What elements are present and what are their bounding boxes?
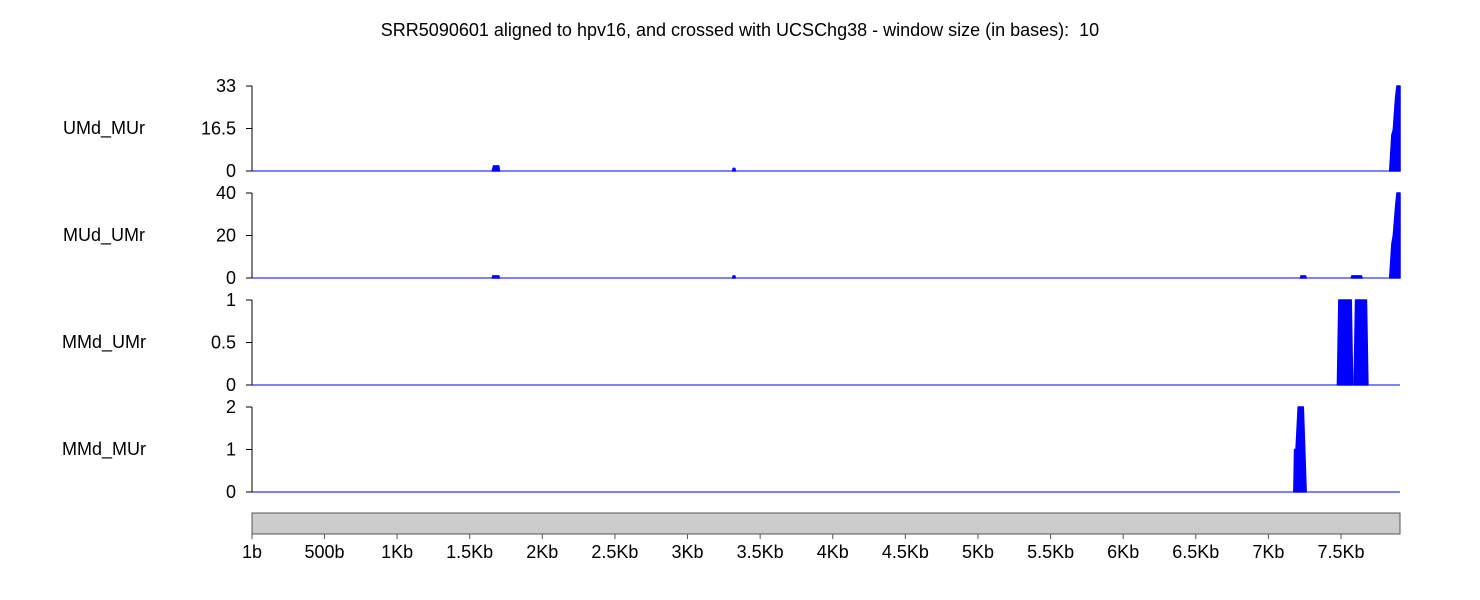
y-tick-label: 0: [226, 268, 236, 288]
track-label: MUd_UMr: [62, 224, 145, 245]
y-tick-label: 0: [226, 375, 236, 395]
x-tick-label: 4Kb: [817, 542, 849, 562]
x-tick-label: 3Kb: [672, 542, 704, 562]
x-tick-label: 7Kb: [1252, 542, 1284, 562]
coverage-area: [491, 275, 501, 279]
chart-title: SRR5090601 aligned to hpv16, and crossed…: [380, 20, 1100, 40]
position-ruler: [251, 512, 1401, 535]
y-tick-label: 16.5: [201, 119, 236, 139]
x-tick-label: 500b: [304, 542, 344, 562]
x-tick-label: 3.5Kb: [737, 542, 784, 562]
x-tick-label: 6Kb: [1107, 542, 1139, 562]
track-label: MMd_UMr: [62, 331, 146, 352]
coverage-area: [1293, 406, 1307, 493]
x-tick-label: 1Kb: [381, 542, 413, 562]
coverage-area: [1336, 299, 1354, 386]
y-tick-label: 33: [216, 76, 236, 96]
coverage-area: [1388, 192, 1401, 279]
coverage-area: [731, 167, 737, 172]
track-label: MMd_MUr: [62, 438, 146, 459]
x-tick-label: 6.5Kb: [1172, 542, 1219, 562]
x-tick-label: 5.5Kb: [1027, 542, 1074, 562]
coverage-area: [1299, 275, 1307, 279]
y-tick-label: 0: [226, 161, 236, 181]
x-tick-label: 4.5Kb: [882, 542, 929, 562]
track-label: UMd_MUr: [62, 117, 145, 138]
y-tick-label: 0.5: [211, 333, 236, 353]
y-tick-label: 20: [216, 226, 236, 246]
x-tick-label: 2Kb: [526, 542, 558, 562]
coverage-area: [1388, 85, 1401, 172]
x-tick-label: 1.5Kb: [446, 542, 493, 562]
coverage-area: [1353, 299, 1369, 386]
coverage-area: [731, 275, 737, 279]
y-tick-label: 2: [226, 397, 236, 417]
x-tick-label: 7.5Kb: [1318, 542, 1365, 562]
y-tick-label: 1: [226, 290, 236, 310]
y-tick-label: 40: [216, 183, 236, 203]
coverage-area: [1350, 275, 1363, 279]
coverage-area: [491, 165, 501, 172]
y-tick-label: 1: [226, 440, 236, 460]
x-tick-label: 1b: [242, 542, 262, 562]
x-tick-label: 5Kb: [962, 542, 994, 562]
y-tick-label: 0: [226, 482, 236, 502]
x-tick-label: 2.5Kb: [591, 542, 638, 562]
